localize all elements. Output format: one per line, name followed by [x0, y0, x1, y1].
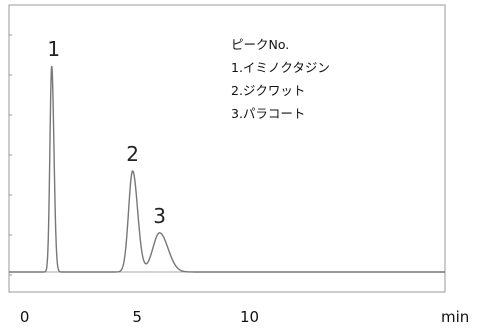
x-tick-label: 10	[240, 308, 259, 326]
chromatogram-trace	[9, 65, 445, 273]
legend-item-3: 3.パラコート	[231, 106, 305, 121]
peak-label-1: 1	[47, 37, 60, 61]
y-axis-ticks	[9, 34, 12, 276]
peak-labels: 1 2 3	[47, 37, 166, 228]
legend: ピークNo. 1.イミノクタジン 2.ジクワット 3.パラコート	[231, 37, 330, 121]
peak-label-3: 3	[153, 204, 166, 228]
legend-item-2: 2.ジクワット	[231, 83, 305, 98]
x-axis-unit: min	[441, 308, 469, 326]
legend-title: ピークNo.	[231, 37, 289, 52]
peak-label-2: 2	[126, 142, 139, 166]
legend-item-1: 1.イミノクタジン	[231, 60, 330, 75]
x-axis-tick-labels: 0 5 10	[20, 308, 259, 326]
x-tick-label: 0	[20, 308, 30, 326]
x-tick-label: 5	[132, 308, 142, 326]
plot-frame	[8, 4, 446, 293]
